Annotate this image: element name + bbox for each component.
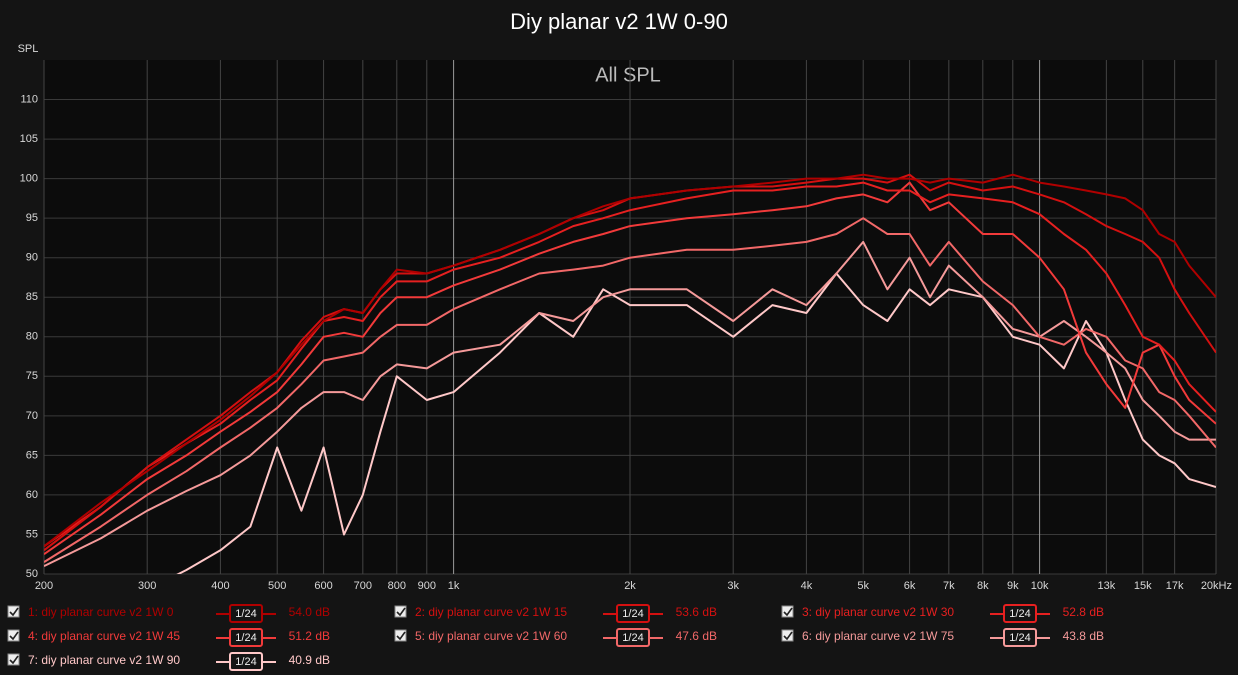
legend-name: 7: diy planar curve v2 1W 90: [28, 653, 180, 667]
legend-name: 6: diy planar curve v2 1W 75: [802, 629, 954, 643]
x-tick-label: 5k: [857, 580, 869, 592]
annotation: All SPL: [595, 64, 661, 86]
legend-level: 54.0 dB: [289, 605, 330, 619]
x-tick-label: 1k: [448, 580, 460, 592]
legend-check: [396, 631, 406, 641]
legend-name: 5: diy planar curve v2 1W 60: [415, 629, 567, 643]
legend-smoothing: 1/24: [1009, 608, 1030, 620]
series-line: [44, 173, 1216, 548]
legend-checkbox: [7, 653, 20, 666]
legend-smoothing-box: [616, 628, 650, 647]
legend-smoothing-box: [229, 628, 263, 647]
legend-name: 2: diy planar curve v2 1W 15: [415, 605, 567, 619]
y-tick-label: 95: [26, 212, 38, 224]
x-tick-label: 300: [138, 580, 156, 592]
legend-smoothing: 1/24: [622, 632, 643, 644]
legend-smoothing: 1/24: [235, 632, 256, 644]
x-tick-label: 900: [418, 580, 436, 592]
legend-smoothing-box: [229, 604, 263, 623]
series-line: [44, 181, 1216, 556]
x-tick-label: 2k: [624, 580, 636, 592]
x-tick-label: 10k: [1031, 580, 1049, 592]
legend-check: [9, 631, 19, 641]
chart-title: Diy planar v2 1W 0-90: [510, 9, 728, 34]
x-tick-label: 9k: [1007, 580, 1019, 592]
series-line: [44, 217, 1216, 563]
legend-check: [9, 655, 19, 665]
legend-smoothing-box: [616, 604, 650, 623]
x-tick-label: 15k: [1134, 580, 1152, 592]
y-tick-label: 75: [26, 370, 38, 382]
legend-smoothing: 1/24: [235, 608, 256, 620]
series-line: [176, 272, 1216, 574]
x-tick-label: 800: [388, 580, 406, 592]
y-tick-label: 100: [20, 173, 38, 185]
x-tick-label: 400: [211, 580, 229, 592]
y-tick-label: 70: [26, 410, 38, 422]
x-tick-label: 4k: [801, 580, 813, 592]
legend-level: 51.2 dB: [289, 629, 330, 643]
legend-level: 47.6 dB: [676, 629, 717, 643]
series-line: [44, 240, 1216, 567]
legend-level: 43.8 dB: [1063, 629, 1104, 643]
y-axis-label: SPL: [18, 43, 39, 55]
legend-smoothing-box: [229, 652, 263, 671]
y-tick-label: 60: [26, 489, 38, 501]
legend-level: 52.8 dB: [1063, 605, 1104, 619]
legend-check: [396, 607, 406, 617]
x-tick-label: 20kHz: [1201, 580, 1232, 592]
legend-checkbox: [7, 605, 20, 618]
x-tick-label: 6k: [904, 580, 916, 592]
legend-name: 3: diy planar curve v2 1W 30: [802, 605, 954, 619]
legend-check: [783, 631, 793, 641]
legend-checkbox: [394, 605, 407, 618]
legend-smoothing-box: [1003, 604, 1037, 623]
x-tick-label: 600: [314, 580, 332, 592]
x-tick-label: 17k: [1166, 580, 1184, 592]
y-tick-label: 105: [20, 133, 38, 145]
legend-checkbox: [7, 629, 20, 642]
x-tick-label: 500: [268, 580, 286, 592]
legend-checkbox: [781, 605, 794, 618]
x-tick-label: 8k: [977, 580, 989, 592]
x-tick-label: 200: [35, 580, 53, 592]
legend-check: [9, 607, 19, 617]
x-tick-label: 700: [354, 580, 372, 592]
y-tick-label: 85: [26, 291, 38, 303]
legend-check: [783, 607, 793, 617]
legend-smoothing: 1/24: [1009, 632, 1030, 644]
legend-name: 1: diy planar curve v2 1W 0: [28, 605, 174, 619]
legend-smoothing: 1/24: [622, 608, 643, 620]
y-tick-label: 50: [26, 568, 38, 580]
series-line: [44, 181, 1216, 548]
legend-checkbox: [781, 629, 794, 642]
legend-checkbox: [394, 629, 407, 642]
x-tick-label: 3k: [727, 580, 739, 592]
y-tick-label: 65: [26, 449, 38, 461]
x-tick-label: 13k: [1097, 580, 1115, 592]
legend-smoothing-box: [1003, 628, 1037, 647]
x-tick-label: 7k: [943, 580, 955, 592]
y-tick-label: 55: [26, 528, 38, 540]
y-tick-label: 80: [26, 331, 38, 343]
legend-level: 40.9 dB: [289, 653, 330, 667]
lines: [44, 173, 1216, 574]
legend-name: 4: diy planar curve v2 1W 45: [28, 629, 180, 643]
legend-level: 53.6 dB: [676, 605, 717, 619]
y-tick-label: 110: [20, 93, 38, 105]
y-tick-label: 90: [26, 252, 38, 264]
legend-smoothing: 1/24: [235, 656, 256, 668]
